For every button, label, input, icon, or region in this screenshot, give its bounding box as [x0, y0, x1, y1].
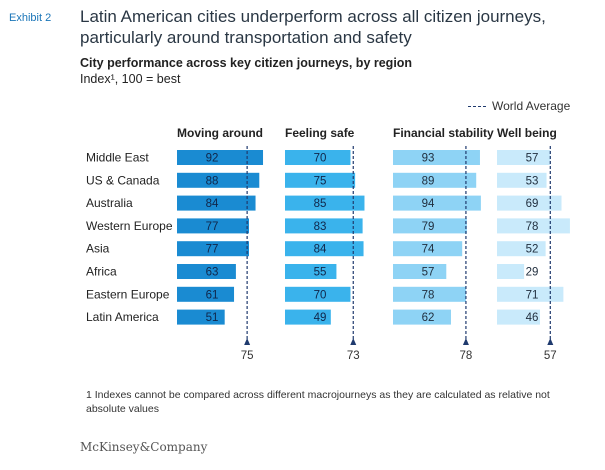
bar-moving-around-western-europe	[177, 218, 249, 234]
bar-feeling-safe-asia	[285, 241, 364, 257]
data-label-financial-stability-eastern-europe: 78	[422, 289, 435, 301]
data-label-well-being-us-canada: 53	[526, 175, 539, 187]
data-label-moving-around-eastern-europe: 61	[206, 289, 219, 301]
category-label-africa: Africa	[86, 265, 117, 279]
data-label-moving-around-latin-america: 51	[206, 312, 219, 324]
category-label-middle-east: Middle East	[86, 151, 149, 165]
bar-feeling-safe-australia	[285, 195, 365, 211]
data-label-moving-around-middle-east: 92	[206, 153, 219, 165]
data-label-financial-stability-latin-america: 62	[422, 312, 435, 324]
bar-well-being-latin-america	[497, 309, 541, 325]
bar-financial-stability-asia	[393, 241, 463, 257]
bar-moving-around-middle-east	[177, 150, 264, 165]
data-label-financial-stability-africa: 57	[422, 267, 435, 279]
bar-well-being-australia	[497, 195, 562, 211]
data-label-well-being-latin-america: 46	[526, 312, 539, 324]
bar-feeling-safe-middle-east	[285, 150, 351, 165]
bar-moving-around-latin-america	[177, 309, 225, 325]
bar-financial-stability-western-europe	[393, 218, 467, 234]
world-average-marker-financial-stability	[462, 338, 469, 345]
bar-well-being-eastern-europe	[497, 286, 564, 302]
bar-feeling-safe-africa	[285, 264, 337, 279]
data-label-moving-around-africa: 63	[206, 267, 219, 279]
exhibit-label: Exhibit 2	[9, 12, 52, 24]
data-label-feeling-safe-middle-east: 70	[314, 153, 327, 165]
index-note: Index¹, 100 = best	[80, 72, 181, 86]
world-average-value-well-being: 57	[544, 350, 557, 362]
world-average-value-financial-stability: 78	[460, 350, 473, 362]
panel-header-moving-around: Moving around	[177, 126, 263, 140]
data-label-well-being-eastern-europe: 71	[526, 289, 539, 301]
panel-header-feeling-safe: Feeling safe	[285, 126, 355, 140]
bar-financial-stability-africa	[393, 264, 447, 279]
bar-moving-around-australia	[177, 195, 256, 211]
category-label-asia: Asia	[86, 242, 110, 256]
data-label-financial-stability-western-europe: 79	[422, 221, 435, 233]
bar-well-being-us-canada	[497, 172, 547, 188]
panel-header-financial-stability: Financial stability	[393, 126, 494, 140]
data-label-financial-stability-us-canada: 89	[422, 175, 435, 187]
data-label-feeling-safe-asia: 84	[314, 244, 327, 256]
category-label-latin-america: Latin America	[86, 310, 159, 324]
footnote: 1 Indexes cannot be compared across diff…	[86, 389, 550, 415]
world-average-marker-moving-around	[244, 338, 251, 345]
world-average-marker-feeling-safe	[350, 338, 357, 345]
bar-feeling-safe-us-canada	[285, 172, 356, 188]
category-label-eastern-europe: Eastern Europe	[86, 287, 170, 301]
bar-feeling-safe-latin-america	[285, 309, 331, 325]
data-label-feeling-safe-western-europe: 83	[314, 221, 327, 233]
category-label-western-europe: Western Europe	[86, 219, 173, 233]
bar-financial-stability-middle-east	[393, 150, 480, 165]
data-label-feeling-safe-latin-america: 49	[314, 312, 327, 324]
bar-moving-around-africa	[177, 264, 236, 279]
bar-feeling-safe-western-europe	[285, 218, 363, 234]
category-label-australia: Australia	[86, 196, 133, 210]
world-average-value-feeling-safe: 73	[347, 350, 360, 362]
bar-financial-stability-australia	[393, 195, 481, 211]
data-label-financial-stability-middle-east: 93	[422, 153, 435, 165]
data-label-moving-around-us-canada: 88	[206, 175, 219, 187]
data-label-moving-around-western-europe: 77	[206, 221, 219, 233]
bar-well-being-asia	[497, 241, 546, 257]
brand-logo: McKinsey&Company	[80, 440, 208, 454]
bar-financial-stability-eastern-europe	[393, 286, 466, 302]
bar-well-being-western-europe	[497, 218, 570, 234]
data-label-financial-stability-asia: 74	[422, 244, 435, 256]
bar-moving-around-eastern-europe	[177, 286, 235, 302]
world-average-marker-well-being	[547, 338, 554, 345]
bar-financial-stability-us-canada	[393, 172, 477, 188]
data-label-well-being-asia: 52	[526, 244, 539, 256]
chart-subtitle: City performance across key citizen jour…	[80, 56, 413, 70]
bar-moving-around-asia	[177, 241, 249, 257]
data-label-moving-around-asia: 77	[206, 244, 219, 256]
panel-header-well-being: Well being	[497, 126, 557, 140]
data-label-well-being-africa: 29	[526, 267, 539, 279]
chart-title: Latin American cities underperform acros…	[80, 7, 546, 47]
world-average-value-moving-around: 75	[241, 350, 254, 362]
bar-well-being-middle-east	[497, 150, 551, 165]
data-label-well-being-australia: 69	[526, 198, 539, 210]
legend-label: World Average	[492, 99, 571, 113]
data-label-moving-around-australia: 84	[206, 198, 219, 210]
category-label-us-canada: US & Canada	[86, 173, 160, 187]
data-label-well-being-middle-east: 57	[526, 153, 539, 165]
data-label-feeling-safe-africa: 55	[314, 267, 327, 279]
data-label-feeling-safe-eastern-europe: 70	[314, 289, 327, 301]
legend-dashed-line-icon	[468, 105, 486, 107]
legend: World Average	[468, 99, 570, 113]
bar-feeling-safe-eastern-europe	[285, 286, 351, 302]
data-label-well-being-western-europe: 78	[526, 221, 539, 233]
data-label-financial-stability-australia: 94	[422, 198, 435, 210]
data-label-feeling-safe-us-canada: 75	[314, 175, 327, 187]
bar-financial-stability-latin-america	[393, 309, 451, 325]
data-label-feeling-safe-australia: 85	[314, 198, 327, 210]
bar-well-being-africa	[497, 264, 525, 279]
bar-moving-around-us-canada	[177, 172, 260, 188]
